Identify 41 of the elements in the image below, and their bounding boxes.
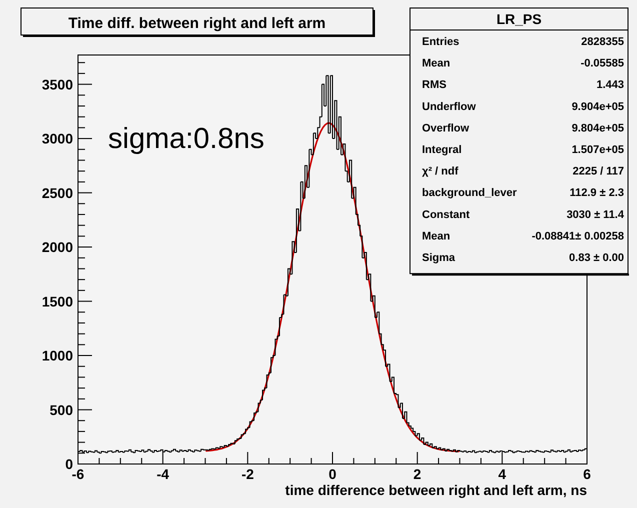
x-tick-label: -6 <box>72 466 84 482</box>
chart-title: Time diff. between right and left arm <box>68 15 326 32</box>
y-tick-label: 3500 <box>42 76 74 92</box>
annotation: Integral <box>422 144 462 156</box>
annotation: 3030 ± 11.4 <box>566 208 625 221</box>
annotation: 2225 / 117 <box>572 166 624 178</box>
annotation: 112.9 ± 2.3 <box>570 187 624 200</box>
y-tick-label: 1000 <box>42 348 74 364</box>
annotation: Constant <box>422 208 470 221</box>
x-axis-title: time difference between right and left arm, ns <box>285 482 588 498</box>
annotation: Overflow <box>422 122 470 134</box>
text: 2828355 <box>581 36 624 48</box>
text: LR_PS <box>496 11 542 27</box>
x-tick-label: -2 <box>241 466 254 482</box>
annotation: -0.05585 <box>580 58 624 70</box>
y-tick-label: 2000 <box>42 239 74 256</box>
annotation: Sigma <box>422 252 456 264</box>
annotation: Mean <box>422 230 450 242</box>
annotation: -0.08841± 0.00258 <box>532 230 624 242</box>
annotation: 9.904e+05 <box>572 100 624 113</box>
annotation: χ² / ndf <box>422 166 459 178</box>
x-tick-label: 6 <box>583 466 592 482</box>
y-tick-label: 3000 <box>42 130 74 147</box>
annotation: Mean <box>422 58 450 70</box>
x-tick-label: 4 <box>498 466 506 482</box>
y-tick-label: 1500 <box>42 293 74 310</box>
text: Entries <box>422 36 460 48</box>
annotation: background_lever <box>422 187 518 200</box>
y-tick-label: 2500 <box>42 184 74 201</box>
x-tick-label: -4 <box>156 466 170 482</box>
text: 1.443 <box>596 79 624 92</box>
x-tick-label: 0 <box>328 466 337 482</box>
annotation: RMS <box>422 79 446 92</box>
x-tick-label: 2 <box>413 466 422 482</box>
annotation: Underflow <box>422 100 476 113</box>
y-tick-label: 0 <box>65 456 74 472</box>
annotation: 1.507e+05 <box>572 144 624 156</box>
annotation: 9.804e+05 <box>572 122 624 134</box>
annotation: 0.83 ± 0.00 <box>569 252 624 264</box>
y-tick-label: 500 <box>50 402 74 418</box>
annotation: sigma:0.8ns <box>108 123 264 155</box>
